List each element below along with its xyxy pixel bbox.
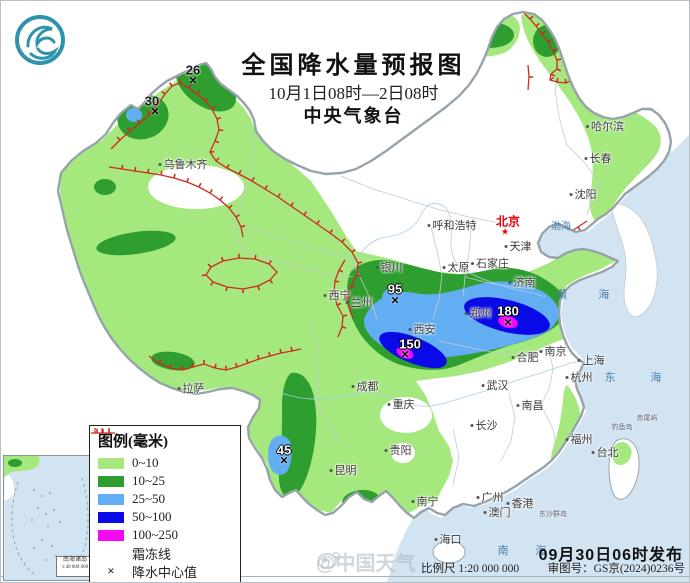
legend-swatch: [98, 457, 124, 469]
hainan-island: [432, 540, 466, 564]
rain-100-250-layer: [396, 315, 518, 359]
map-agency: 中央气象台: [303, 106, 404, 126]
city-label: 台北: [591, 444, 619, 460]
city-label: 兰州: [345, 294, 373, 310]
city-label: 银川: [375, 259, 403, 275]
precip-center-x-icon: ×: [504, 314, 512, 330]
legend-frost-row: 霜冻线: [91, 428, 172, 562]
publish-time: 09月30日06时发布: [538, 547, 683, 564]
city-label: 成都: [351, 378, 379, 394]
watermark-text: @中国天气: [316, 553, 416, 575]
precip-center-value: 45: [276, 442, 292, 458]
cma-logo-icon: [15, 15, 65, 65]
precip-center-value: 26: [185, 62, 201, 78]
precip-center-x-icon: ×: [280, 452, 288, 468]
city-label: 呼和浩特: [427, 217, 477, 233]
city-label: 南宁: [411, 493, 439, 509]
legend-item: 100~250: [98, 526, 232, 544]
precip-center-x-icon: ×: [189, 72, 197, 88]
city-label: 南昌: [516, 397, 544, 413]
capital-star-icon: ★: [500, 226, 510, 237]
city-label: 长沙: [470, 417, 498, 433]
map-title: 全国降水量预报图: [241, 52, 466, 79]
precip-center-x-icon: ×: [401, 346, 409, 362]
city-label: 昆明: [329, 462, 357, 478]
city-label: 武汉: [481, 377, 509, 393]
inset-scale: 1:40 000 000: [61, 564, 89, 570]
legend-swatch: [98, 529, 124, 541]
island-label: 钓鱼岛: [611, 423, 633, 431]
precip-center-value: 30: [144, 93, 160, 109]
sea-label-east-china-sea: 东 海: [604, 372, 678, 384]
precip-center-x-icon: ×: [107, 563, 115, 578]
legend-item: 10~25: [98, 472, 232, 490]
precip-center-x-icon: ×: [391, 292, 399, 308]
city-label: 西安: [408, 321, 436, 337]
legend-title: 图例(毫米): [98, 434, 168, 450]
precip-center-value: 150: [399, 336, 421, 352]
inset-caption: 南海诸岛: [62, 557, 87, 563]
city-label: 西宁: [323, 287, 351, 303]
city-label: 海口: [434, 531, 462, 547]
legend-item: 0~10: [98, 454, 232, 472]
city-label: 拉萨: [177, 380, 205, 396]
legend-swatch: [98, 511, 124, 523]
capital-label-beijing: 北京: [495, 214, 521, 229]
city-label: 杭州: [565, 369, 593, 385]
city-label: 福州: [565, 431, 593, 447]
map-approval-number: 审图号：GS京(2024)0236号: [547, 563, 685, 575]
sea-label-bohai: 渤海: [551, 221, 571, 233]
legend-swatch: [98, 475, 124, 487]
taiwan-rain-patch: [611, 441, 632, 466]
map-scale-row: 比例尺 1:20 000 000 审图号：GS京(2024)0236号: [421, 560, 685, 576]
city-label: 沈阳: [569, 186, 597, 202]
city-label: 郑州: [464, 305, 492, 321]
island-label: 赤尾屿: [636, 414, 658, 422]
city-label: 天津: [504, 238, 532, 254]
island-label: 东沙群岛: [539, 510, 567, 518]
precip-center-x-icon: ×: [151, 103, 159, 119]
city-label: 哈尔滨: [586, 118, 624, 134]
map-neatline: [1, 576, 689, 577]
korea-peninsula: [611, 203, 658, 317]
city-label: 重庆: [387, 396, 415, 412]
precip-center-value: 95: [387, 281, 403, 297]
city-label: 石家庄: [471, 255, 509, 271]
legend-swatch: [98, 493, 124, 505]
legend-center-row: × 降水中心值: [98, 562, 232, 580]
city-label: 澳门: [483, 504, 511, 520]
weibo-icon: [317, 552, 341, 569]
city-label: 上海: [577, 352, 605, 368]
city-label: 长春: [584, 150, 612, 166]
city-label: 香港: [506, 495, 534, 511]
city-label: 太原: [442, 259, 470, 275]
map-scale: 比例尺 1:20 000 000: [421, 563, 520, 575]
city-label: 贵阳: [384, 442, 412, 458]
sea-label-south-china-sea: 南 海: [497, 545, 559, 557]
legend-box: 图例(毫米) 0~10 10~25 25~50 50~100 100~250 霜…: [89, 425, 241, 582]
city-label: 合肥: [511, 349, 539, 365]
map-subtitle: 10月1日08时—2日08时: [268, 84, 439, 103]
weibo-watermark: @中国天气: [316, 547, 416, 576]
city-label: 广州: [476, 489, 504, 505]
precip-center-value: 180: [497, 303, 519, 319]
sea-label-yellow-sea: 黄 海: [556, 289, 624, 301]
city-label: 济南: [508, 274, 536, 290]
south-china-sea-inset: 南海诸岛 1:40 000 000: [3, 455, 98, 581]
city-label: 南京: [539, 343, 567, 359]
city-label: 乌鲁木齐: [158, 156, 208, 172]
legend-item: 50~100: [98, 508, 232, 526]
rivers: [280, 203, 580, 407]
legend-item: 25~50: [98, 490, 232, 508]
